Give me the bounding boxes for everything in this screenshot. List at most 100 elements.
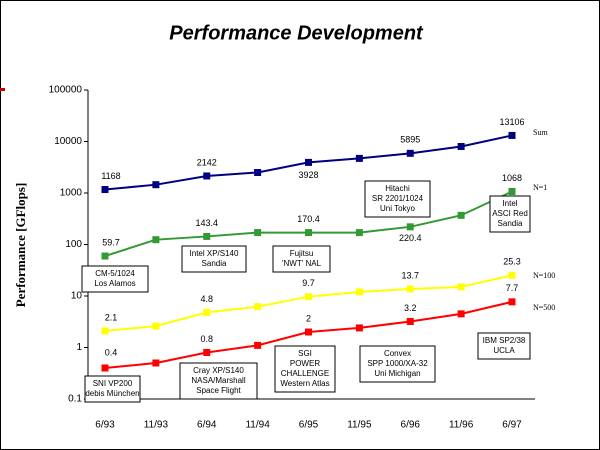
point: [254, 341, 262, 349]
data-label: 220.4: [399, 233, 422, 243]
point: [101, 327, 109, 335]
annotation-text: 'NWT' NAL: [282, 259, 322, 268]
point: [457, 142, 465, 150]
annotation-box: [489, 195, 531, 233]
point: [101, 364, 109, 372]
point: [305, 328, 312, 336]
annotation-text: Western Atlas: [280, 379, 329, 388]
point: [152, 181, 160, 189]
point: [508, 298, 516, 306]
annotation-text: Cray XP/S140: [193, 366, 244, 375]
point: [508, 188, 516, 196]
point: [508, 131, 516, 139]
point: [406, 285, 414, 293]
data-label: 4.8: [200, 294, 213, 304]
point: [457, 283, 465, 291]
series-name: N=1: [533, 183, 547, 192]
data-label: 1168: [101, 171, 120, 181]
annotation-box: [477, 332, 531, 360]
series-name: Sum: [533, 128, 548, 137]
data-label: 0.4: [105, 347, 118, 357]
point: [355, 229, 363, 237]
data-label: 59.7: [102, 237, 120, 247]
annotation-text: CM-5/1024: [95, 269, 135, 278]
point: [305, 229, 312, 237]
annotation-box: [179, 362, 258, 400]
data-label: 2142: [197, 157, 217, 167]
annotation-text: SGI: [298, 349, 312, 358]
annotation-text: ASCI Red: [492, 209, 528, 218]
point: [406, 149, 414, 157]
point: [305, 158, 312, 166]
annotation-text: UCLA: [493, 346, 515, 355]
data-label: 2.1: [105, 312, 118, 322]
annotation-text: NASA/Marshall: [191, 376, 245, 385]
y-tick-label: 10000: [54, 136, 82, 147]
annotation-text: Space Flight: [196, 386, 241, 395]
annotation-text: Intel XP/S140: [190, 249, 239, 258]
point: [254, 229, 262, 237]
y-tick-label: 1: [76, 342, 82, 353]
annotation-text: IBM SP2/38: [483, 336, 526, 345]
annotation-text: Uni Michigan: [374, 369, 420, 378]
x-tick-label: 11/94: [245, 420, 270, 431]
point: [355, 288, 363, 296]
annotation-box: [364, 180, 431, 218]
x-tick-label: 6/96: [401, 420, 421, 431]
annotation-box: [181, 245, 247, 273]
edge-mark: [0, 88, 5, 91]
point: [203, 348, 211, 356]
data-label: 9.7: [302, 278, 315, 288]
point: [254, 169, 262, 177]
data-label: 13.7: [401, 270, 419, 280]
y-tick-label: 100000: [49, 85, 83, 96]
x-tick-label: 6/94: [197, 420, 217, 431]
data-label: 25.3: [503, 257, 521, 267]
x-tick-label: 6/95: [299, 420, 319, 431]
y-tick-label: 0.1: [68, 394, 82, 405]
point: [152, 322, 160, 330]
point: [254, 303, 262, 311]
annotation-text: SR 2201/1024: [372, 194, 424, 203]
annotation-text: CHALLENGE: [281, 369, 329, 378]
x-tick-label: 11/93: [144, 420, 169, 431]
annotation-box: [84, 375, 141, 403]
annotation-text: Intel: [502, 199, 517, 208]
annotation-text: Sandia: [498, 219, 523, 228]
data-label: 1068: [502, 173, 522, 183]
data-label: 13106: [499, 117, 524, 127]
point: [101, 252, 109, 260]
data-label: 2: [306, 313, 311, 323]
point: [203, 308, 211, 316]
point: [305, 293, 312, 301]
point: [406, 223, 414, 231]
point: [203, 172, 211, 180]
chart-title: Performance Development: [169, 22, 424, 44]
y-tick-label: 10: [71, 291, 83, 302]
annotation-text: Convex: [384, 349, 411, 358]
y-tick-label: 100: [65, 239, 82, 250]
point: [457, 211, 465, 219]
point: [406, 317, 414, 325]
annotation-box: [359, 345, 436, 383]
annotation-text: Uni Tokyo: [380, 204, 416, 213]
annotation-text: POWER: [290, 359, 320, 368]
x-tick-label: 11/96: [449, 420, 474, 431]
data-label: 3.2: [404, 303, 417, 313]
data-label: 0.8: [200, 334, 213, 344]
annotation-box: [272, 245, 331, 273]
annotation-text: Sandia: [202, 259, 227, 268]
data-label: 7.7: [506, 283, 519, 293]
annotation-text: SPP 1000/XA-32: [367, 359, 428, 368]
data-label: 143.4: [195, 218, 218, 228]
x-tick-label: 6/97: [502, 420, 522, 431]
annotation-box: [274, 345, 336, 393]
point: [508, 271, 516, 279]
series-name: N=100: [533, 271, 555, 280]
point: [355, 324, 363, 332]
x-tick-label: 6/93: [95, 420, 115, 431]
annotation-text: Hitachi: [385, 184, 410, 193]
point: [355, 154, 363, 162]
annotation-text: debis München: [85, 389, 139, 398]
